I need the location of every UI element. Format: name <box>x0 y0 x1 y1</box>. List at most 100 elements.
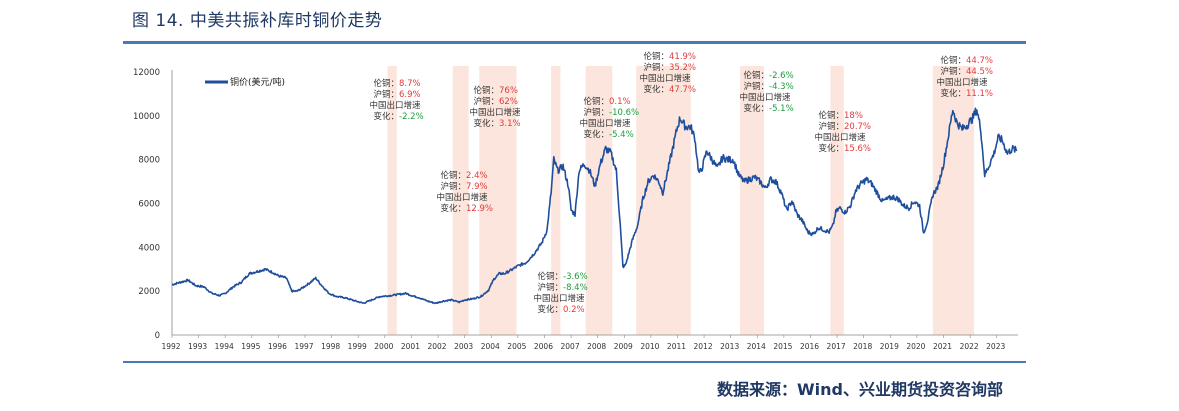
annotation-key: 沪铜： <box>537 282 563 293</box>
annotation-value: 41.9% <box>669 52 696 62</box>
x-tick-label: 2010 <box>640 342 659 351</box>
y-tick-label: 8000 <box>138 156 160 166</box>
annotation-value: -8.4% <box>563 283 588 293</box>
annotation-key: 伦铜： <box>643 51 669 62</box>
annotation-key: 中国出口增速 <box>579 118 631 129</box>
annotation-key: 沪铜： <box>643 62 669 73</box>
annotation-key: 中国出口增速 <box>814 132 866 143</box>
annotation-key: 中国出口增速 <box>936 77 988 88</box>
y-tick-label: 12000 <box>133 68 160 78</box>
annotation-key: 伦铜： <box>537 271 563 282</box>
source-note: 数据来源：Wind、兴业期货投资咨询部 <box>717 380 1003 399</box>
annotation-key: 变化： <box>743 103 769 114</box>
annotation-value: -3.6% <box>563 272 588 282</box>
annotation-value: 2.4% <box>466 171 488 181</box>
annotation-key: 变化： <box>373 111 399 122</box>
x-tick-label: 2017 <box>827 342 846 351</box>
x-tick-label: 2015 <box>773 342 792 351</box>
legend-label: 铜价(美元/吨) <box>230 76 285 88</box>
x-tick-label: 1996 <box>268 342 287 351</box>
annotation-key: 中国出口增速 <box>639 73 691 84</box>
shaded-periods <box>387 66 975 335</box>
top-rule <box>123 41 1026 44</box>
shaded-period-5 <box>585 66 613 335</box>
x-tick-label: 1998 <box>321 342 340 351</box>
shaded-period-7 <box>739 66 764 335</box>
annotation-key: 沪铜： <box>818 121 844 132</box>
x-tick-label: 2013 <box>720 342 739 351</box>
y-tick-label: 10000 <box>133 112 160 122</box>
x-tick-label: 1999 <box>348 342 367 351</box>
x-tick-label: 2005 <box>507 342 526 351</box>
shaded-period-9 <box>932 66 975 335</box>
shaded-period-2 <box>452 66 469 335</box>
shaded-period-3 <box>479 66 517 335</box>
x-tick-label: 2004 <box>481 342 500 351</box>
annotation-value: -5.1% <box>769 104 794 114</box>
annotation-key: 沪铜： <box>743 81 769 92</box>
shaded-period-6 <box>636 66 691 335</box>
annotation-value: 0.1% <box>609 97 631 107</box>
y-tick-label: 4000 <box>138 243 160 253</box>
x-tick-label: 2009 <box>614 342 633 351</box>
annotation-key: 变化： <box>643 84 669 95</box>
annotation-value: 7.9% <box>466 182 488 192</box>
annotation-value: 44.7% <box>966 56 993 66</box>
y-tick-label: 2000 <box>138 287 160 297</box>
x-tick-label: 2019 <box>880 342 899 351</box>
x-tick-label: 1993 <box>188 342 207 351</box>
annotation-key: 中国出口增速 <box>739 92 791 103</box>
x-tick-label: 2014 <box>747 342 766 351</box>
annotation-key: 伦铜： <box>440 170 466 181</box>
annotation-value: 12.9% <box>466 204 493 214</box>
y-tick-label: 0 <box>155 331 160 341</box>
shaded-period-8 <box>830 66 844 335</box>
x-tick-label: 1992 <box>161 342 180 351</box>
annotation-value: 62% <box>499 97 518 107</box>
annotation-key: 沪铜： <box>583 107 609 118</box>
annotation-value: -2.6% <box>769 71 794 81</box>
annotation-value: 0.2% <box>563 305 585 315</box>
x-tick-label: 2021 <box>933 342 952 351</box>
x-tick-label: 2016 <box>800 342 819 351</box>
annotation-value: 18% <box>844 111 863 121</box>
annotation-key: 中国出口增速 <box>436 192 488 203</box>
annotation-key: 变化： <box>583 129 609 140</box>
annotation-value: 76% <box>499 86 518 96</box>
x-tick-label: 2023 <box>986 342 1005 351</box>
annotation-key: 伦铜： <box>583 96 609 107</box>
annotation-value: 3.1% <box>499 119 521 129</box>
series-layer <box>171 107 1018 305</box>
figure-title: 图 14. 中美共振补库时铜价走势 <box>132 11 383 31</box>
annotation-value: 35.2% <box>669 63 696 73</box>
annotation-value: 6.9% <box>399 90 421 100</box>
annotation-key: 沪铜： <box>473 96 499 107</box>
annotation-value: -2.2% <box>399 112 424 122</box>
annotation-value: -5.4% <box>609 130 634 140</box>
annotation-value: 8.7% <box>399 79 421 89</box>
annotation-key: 沪铜： <box>940 66 966 77</box>
x-tick-label: 2003 <box>454 342 473 351</box>
annotation-key: 沪铜： <box>440 181 466 192</box>
annotation-key: 中国出口增速 <box>469 107 521 118</box>
x-tick-label: 2012 <box>694 342 713 351</box>
x-tick-label: 2020 <box>906 342 925 351</box>
x-tick-label: 2006 <box>534 342 553 351</box>
annotation-value: 44.5% <box>966 67 993 77</box>
annotation-key: 沪铜： <box>373 89 399 100</box>
annotation-key: 伦铜： <box>373 78 399 89</box>
annotation-key: 变化： <box>440 203 466 214</box>
x-tick-labels: 1992 1993 1994 1995 1996 1997 1998 1999 2000 2001… <box>161 342 1005 351</box>
shaded-period-4 <box>551 66 561 335</box>
y-tick-labels: 0 2000 4000 6000 8000 10000 12000 <box>133 68 160 341</box>
x-tick-label: 2007 <box>561 342 580 351</box>
